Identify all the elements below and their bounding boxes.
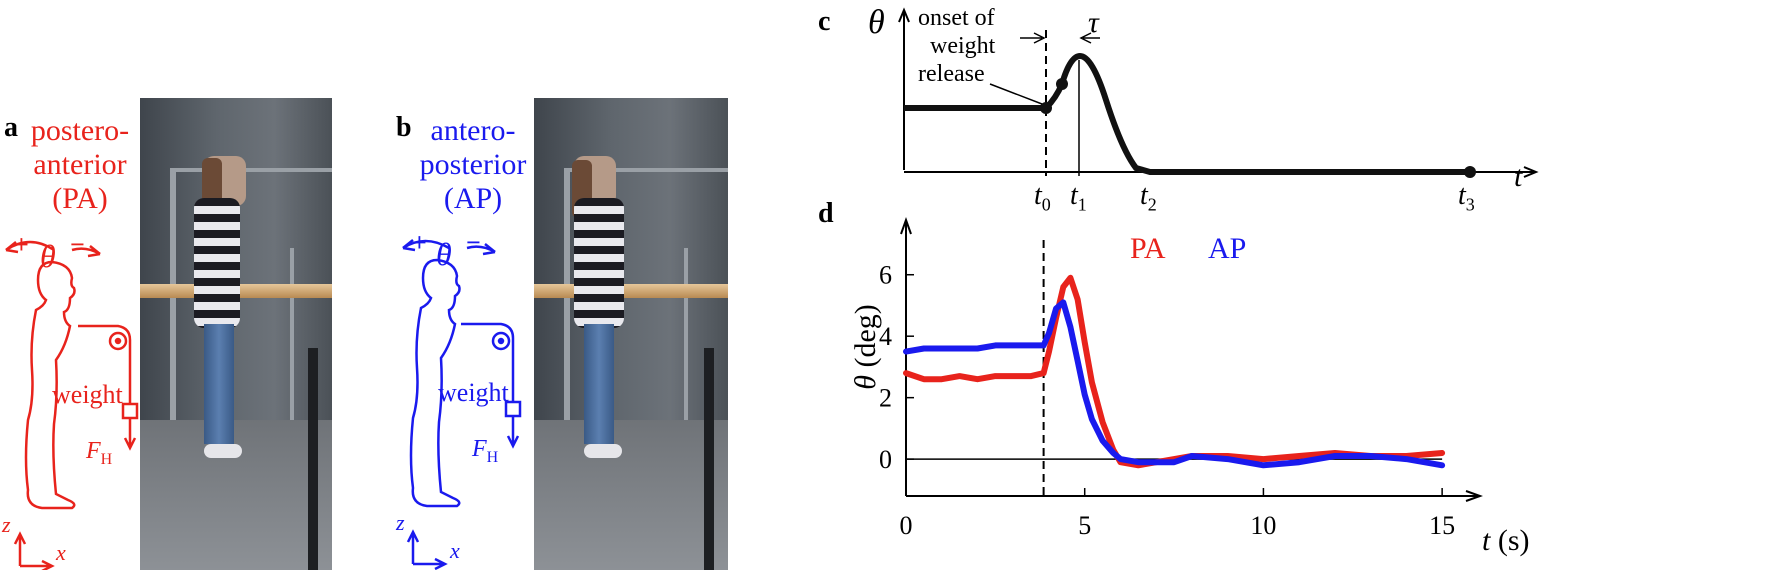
panel-a-force-label: FH [86, 438, 112, 469]
panel-d-x-label-symbol: t [1482, 524, 1491, 557]
panel-a-force-subscript: H [100, 450, 113, 468]
panel-c-annotation: onset of weight release [918, 4, 995, 88]
onset-point [1056, 78, 1068, 90]
panel-b-theta: θ [436, 236, 452, 272]
panel-a-force-symbol: F [86, 438, 101, 464]
panel-c-schematic-plot [898, 7, 1539, 178]
panel-a-weight-label: weight [52, 380, 123, 409]
weight-box-icon [121, 402, 139, 420]
panel-b-force-label: FH [472, 436, 498, 467]
pulley-icon [108, 331, 128, 351]
panel-b-theta-minus: − [466, 228, 481, 257]
panel-c-t3-symbol: t [1458, 180, 1466, 211]
force-arrow-icon [123, 418, 137, 451]
series-line-ap [903, 299, 1446, 469]
panel-c-tau: τ [1088, 6, 1099, 39]
panel-c-annotation-line2: weight [930, 33, 996, 59]
x-axis-arrow-icon [1465, 490, 1483, 502]
panel-c-t3: t3 [1458, 180, 1475, 216]
panel-a-letter: a [4, 112, 18, 143]
panel-b-letter: b [396, 112, 412, 143]
panel-a-theta-minus: − [70, 230, 85, 259]
panel-c-theta-curve [904, 52, 1470, 175]
x-tick-label: 15 [1429, 511, 1455, 540]
panel-c-t1-symbol: t [1070, 180, 1078, 211]
panel-b-force-subscript: H [486, 448, 499, 466]
legend-ap: AP [1208, 232, 1246, 265]
panel-c-t1: t1 [1070, 180, 1087, 216]
person-outline-icon [24, 260, 76, 510]
panel-a-schematic [5, 240, 139, 570]
panel-b-title-line1: antero- [430, 114, 516, 147]
photo-pa-subject [140, 98, 332, 570]
y-axis-arrow-icon [900, 217, 912, 235]
photo-ap-subject [534, 98, 728, 570]
x-tick-label: 5 [1078, 511, 1091, 540]
panel-a-theta-plus: + [14, 230, 29, 259]
panel-b-title-line2: posterior [419, 148, 527, 181]
force-arrow-icon [506, 416, 520, 449]
panel-b-title-line3: (AP) [443, 182, 503, 215]
panel-c-annotation-leader [989, 83, 1043, 105]
panel-c-y-axis [898, 7, 910, 170]
t0-point [1040, 102, 1052, 114]
panel-a-title: postero- anterior (PA) [22, 114, 138, 216]
t3-point [1464, 166, 1476, 178]
panel-a-title-line3: (PA) [52, 182, 108, 215]
y-tick-label: 0 [879, 445, 892, 474]
panel-c-t2-symbol: t [1140, 180, 1148, 211]
pulley-icon [491, 331, 511, 351]
panel-b-weight-label: weight [438, 378, 509, 407]
panel-c-t0-symbol: t [1034, 180, 1042, 211]
x-tick-label: 0 [900, 511, 913, 540]
panel-b-schematic [402, 239, 522, 570]
panel-c-annotation-line3: release [918, 61, 985, 87]
panel-b-title: antero- posterior (AP) [412, 114, 534, 216]
x-tick-label: 10 [1250, 511, 1276, 540]
panel-a-axis-z: z [2, 512, 11, 537]
panel-a-theta: θ [40, 238, 56, 274]
panel-a-title-line1: postero- [30, 114, 130, 147]
y-tick-label: 6 [879, 261, 892, 290]
panel-c-t3-subscript: 3 [1465, 194, 1475, 215]
panel-d-x-label-unit: (s) [1497, 524, 1530, 557]
panel-c-y-label: θ [868, 4, 885, 41]
panel-d-chart: 0 2 4 6 0 5 10 15 PA AP [879, 217, 1483, 540]
series-line-pa [903, 274, 1446, 469]
panel-b-force-symbol: F [472, 436, 487, 462]
panel-c-x-label: t [1514, 160, 1523, 193]
panel-d-x-label: t (s) [1482, 524, 1530, 558]
panel-c-annotation-line1: onset of [918, 5, 995, 31]
panel-a-axis-x: x [56, 540, 66, 565]
panel-c-t0-subscript: 0 [1041, 194, 1051, 215]
panel-c-t1-subscript: 1 [1077, 194, 1087, 215]
panel-b-axis-x: x [450, 538, 460, 563]
legend-pa: PA [1130, 232, 1166, 265]
y-tick-label: 2 [879, 384, 892, 413]
tau-arrow-right-icon [1079, 32, 1100, 44]
panel-d-letter: d [818, 198, 834, 229]
panel-b-theta-plus: + [412, 228, 427, 257]
person-outline-icon [409, 258, 461, 508]
panel-b-axis-z: z [396, 510, 405, 535]
panel-c-t2: t2 [1140, 180, 1157, 216]
panel-c-t2-subscript: 2 [1147, 194, 1157, 215]
panel-c-letter: c [818, 6, 831, 37]
y-tick-label: 4 [879, 322, 892, 351]
panel-c-t0: t0 [1034, 180, 1051, 216]
panel-a-title-line2: anterior [33, 148, 127, 181]
tau-arrow-left-icon [1020, 32, 1046, 44]
